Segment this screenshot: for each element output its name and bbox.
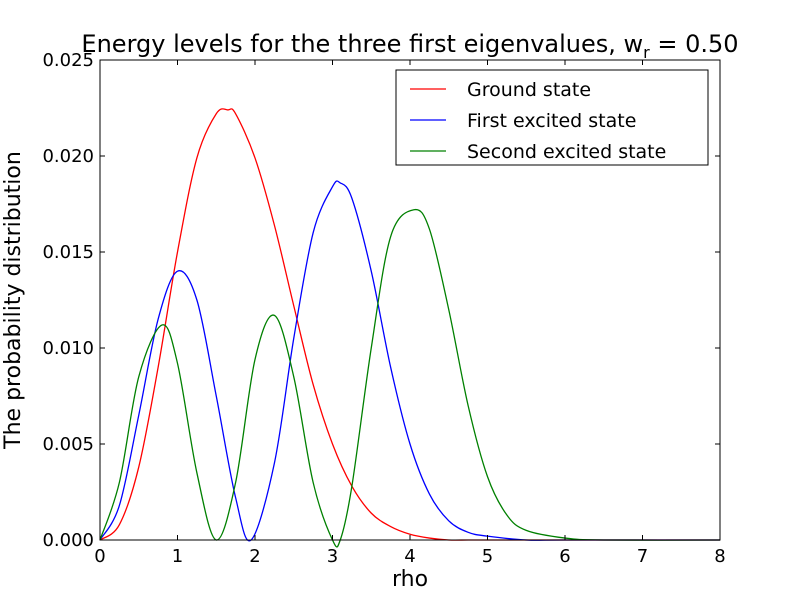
chart-title-suffix: = 0.50 — [650, 30, 739, 58]
x-tick-label: 8 — [714, 546, 725, 567]
y-tick-label: 0.015 — [42, 242, 94, 263]
legend-label-first-excited-state: First excited state — [467, 110, 636, 132]
x-tick-label: 4 — [404, 546, 415, 567]
y-axis-label: The probability distribution — [1, 151, 26, 450]
series-line-first-excited-state — [99, 180, 720, 542]
y-tick-label: 0.000 — [42, 530, 94, 551]
y-tick-label: 0.020 — [42, 146, 94, 167]
x-axis-label: rho — [392, 567, 428, 592]
y-tick-label: 0.005 — [42, 434, 94, 455]
legend-label-ground-state: Ground state — [467, 79, 591, 101]
x-tick-label: 0 — [94, 546, 105, 567]
x-tick-label: 6 — [559, 546, 570, 567]
legend: Ground state First excited state Second ex… — [395, 69, 709, 166]
x-tick-label: 1 — [172, 546, 183, 567]
legend-frame — [395, 69, 709, 166]
chart-title-subscript: r — [643, 43, 650, 62]
x-tick-label: 2 — [249, 546, 260, 567]
axis-ticks: 0 1 2 3 4 5 6 7 8 0.000 0.005 0.010 0.015 0.020 0.025 — [42, 50, 725, 567]
x-tick-label: 7 — [637, 546, 648, 567]
legend-label-second-excited-state: Second excited state — [467, 141, 666, 163]
y-tick-label: 0.010 — [42, 338, 94, 359]
chart-title: Energy levels for the three first eigenv… — [81, 30, 738, 62]
x-tick-label: 5 — [482, 546, 493, 567]
y-tick-label: 0.025 — [42, 50, 94, 71]
x-tick-label: 3 — [327, 546, 338, 567]
